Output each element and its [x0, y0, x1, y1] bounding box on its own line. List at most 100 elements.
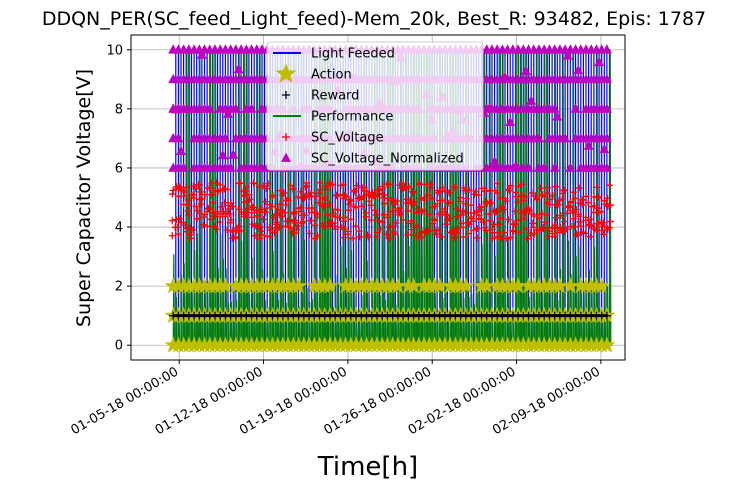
sc-voltage-marker — [478, 203, 486, 211]
sc-voltage-normalized-marker — [520, 65, 531, 75]
sc-voltage-marker — [240, 192, 248, 200]
y-tick-label: 4 — [115, 221, 123, 236]
sc-voltage-marker — [528, 189, 536, 197]
sc-voltage-marker — [453, 205, 461, 213]
sc-voltage-marker — [321, 193, 329, 201]
sc-voltage-marker — [182, 183, 190, 191]
sc-voltage-marker — [425, 227, 433, 235]
sc-voltage-normalized-marker — [601, 132, 612, 143]
sc-voltage-marker — [316, 179, 324, 187]
sc-voltage-marker — [287, 181, 295, 189]
sc-voltage-marker — [506, 187, 513, 195]
sc-voltage-marker — [602, 200, 610, 208]
legend-box — [266, 41, 484, 171]
sc-voltage-marker — [307, 189, 315, 197]
sc-voltage-marker — [209, 199, 217, 207]
sc-voltage-marker — [473, 225, 481, 233]
sc-voltage-marker — [362, 213, 370, 221]
sc-voltage-marker — [168, 217, 176, 225]
sc-voltage-normalized-marker — [601, 162, 612, 172]
sc-voltage-marker — [404, 231, 412, 239]
sc-voltage-marker — [324, 222, 332, 230]
sc-voltage-marker — [323, 211, 331, 219]
sc-voltage-marker — [316, 186, 324, 194]
sc-voltage-marker — [336, 214, 344, 222]
sc-voltage-normalized-marker — [601, 103, 612, 113]
sc-voltage-marker — [408, 226, 416, 234]
sc-voltage-marker — [342, 193, 350, 201]
sc-voltage-marker — [331, 222, 339, 230]
sc-voltage-marker — [489, 229, 497, 237]
sc-voltage-marker — [453, 225, 461, 233]
sc-voltage-marker — [461, 200, 469, 208]
sc-voltage-marker — [350, 186, 358, 194]
sc-voltage-marker — [595, 193, 603, 201]
sc-voltage-marker — [555, 196, 563, 204]
sc-voltage-marker — [311, 221, 319, 229]
sc-voltage-marker — [600, 230, 608, 238]
sc-voltage-marker — [597, 208, 605, 216]
sc-voltage-marker — [551, 183, 559, 191]
action-marker — [561, 277, 579, 294]
sc-voltage-marker — [172, 216, 180, 224]
sc-voltage-marker — [376, 225, 384, 233]
sc-voltage-marker — [525, 206, 533, 214]
sc-voltage-marker — [282, 201, 290, 209]
sc-voltage-marker — [451, 234, 459, 242]
sc-voltage-marker — [554, 229, 562, 237]
sc-voltage-marker — [381, 200, 389, 208]
sc-voltage-marker — [465, 229, 473, 237]
sc-voltage-marker — [341, 191, 349, 199]
sc-voltage-marker — [345, 206, 353, 214]
sc-voltage-marker — [464, 219, 472, 227]
sc-voltage-marker — [420, 206, 428, 214]
y-tick-label: 8 — [115, 102, 123, 117]
sc-voltage-marker — [375, 217, 383, 225]
sc-voltage-marker — [578, 228, 586, 236]
sc-voltage-marker — [206, 215, 214, 223]
sc-voltage-marker — [306, 229, 314, 237]
sc-voltage-marker — [501, 229, 509, 237]
legend-triangle-icon — [281, 152, 291, 162]
sc-voltage-marker — [245, 191, 253, 199]
sc-voltage-marker — [511, 207, 519, 215]
sc-voltage-marker — [459, 223, 467, 231]
sc-voltage-marker — [493, 208, 501, 216]
sc-voltage-marker — [518, 180, 526, 188]
y-axis: 0 2 4 6 8 10 — [106, 43, 131, 354]
sc-voltage-marker — [405, 199, 413, 207]
sc-voltage-marker — [192, 185, 200, 193]
sc-voltage-marker — [593, 204, 601, 212]
legend-entry: SC_Voltage — [282, 131, 384, 146]
sc-voltage-marker — [289, 185, 297, 193]
sc-voltage-marker — [514, 198, 522, 206]
sc-voltage-marker — [311, 192, 319, 200]
sc-voltage-marker — [501, 194, 509, 202]
sc-voltage-marker — [520, 215, 528, 223]
sc-voltage-marker — [196, 209, 204, 217]
y-tick-label: 0 — [115, 339, 123, 354]
sc-voltage-marker — [493, 179, 501, 187]
sc-voltage-normalized-marker — [173, 132, 184, 143]
sc-voltage-marker — [506, 182, 514, 190]
sc-voltage-marker — [427, 180, 435, 188]
sc-voltage-marker — [206, 184, 214, 192]
sc-voltage-normalized-marker — [599, 143, 610, 154]
sc-voltage-marker — [480, 184, 488, 192]
sc-voltage-marker — [320, 203, 328, 211]
sc-voltage-normalized-marker — [573, 64, 584, 75]
sc-voltage-marker — [584, 199, 592, 207]
sc-voltage-marker — [300, 211, 308, 219]
sc-voltage-marker — [226, 210, 234, 218]
sc-voltage-marker — [552, 214, 560, 222]
sc-voltage-marker — [252, 206, 260, 214]
sc-voltage-marker — [286, 216, 294, 224]
series-sc-voltage — [168, 179, 615, 243]
sc-voltage-marker — [404, 207, 412, 215]
legend-label: Performance — [311, 110, 393, 125]
sc-voltage-marker — [313, 213, 321, 221]
sc-voltage-marker — [195, 181, 203, 189]
legend-label: Action — [311, 68, 352, 83]
sc-voltage-marker — [221, 213, 229, 221]
sc-voltage-normalized-marker — [549, 103, 560, 113]
